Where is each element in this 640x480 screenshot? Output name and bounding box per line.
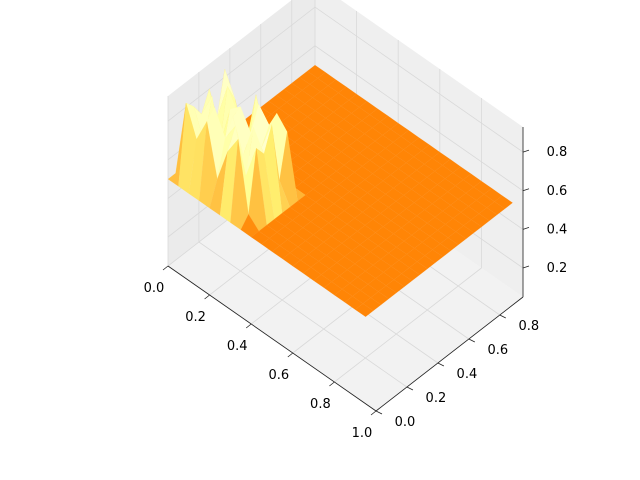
z-tick-mark	[522, 227, 530, 230]
x-gridline	[334, 98, 482, 383]
z-tick-mark	[522, 188, 530, 192]
x-axis-line	[167, 265, 377, 412]
surface-cell	[355, 303, 374, 317]
x-tick-mark	[204, 294, 210, 300]
z-gridline	[167, 6, 524, 153]
y-axis-line	[375, 296, 524, 412]
x-tick-label: 0.0	[144, 281, 165, 296]
y-tick-mark	[499, 314, 506, 319]
y-tick-label: 0.8	[518, 319, 539, 334]
x-tick-mark	[370, 410, 377, 416]
x-tick-mark	[245, 323, 252, 329]
x-tick-label: 0.6	[268, 368, 289, 383]
x-tick-mark	[287, 352, 294, 358]
x-tick-label: 0.4	[227, 339, 248, 354]
z-tick-label: 0.8	[547, 145, 568, 160]
y-tick-mark	[468, 338, 476, 343]
z-axis: 0.2 0.4 0.6 0.8	[547, 145, 568, 276]
x-tick-label: 1.0	[352, 426, 373, 441]
y-tick-label: 0.6	[487, 343, 508, 358]
axis-lines	[162, 127, 530, 416]
y-tick-mark	[375, 410, 383, 415]
y-tick-label: 0.0	[395, 415, 416, 430]
y-tick-label: 0.2	[426, 391, 447, 406]
y-tick-mark	[406, 386, 414, 391]
z-tick-label: 0.6	[547, 184, 568, 199]
x-tick-label: 0.8	[310, 397, 331, 412]
z-tick-label: 0.4	[547, 222, 568, 237]
y-axis: 0.0 0.2 0.4 0.6 0.8	[395, 319, 539, 430]
x-tick-mark	[329, 381, 335, 387]
surface	[167, 65, 513, 317]
y-tick-mark	[437, 362, 445, 367]
z-tick-mark	[522, 149, 530, 153]
y-tick-label: 0.4	[457, 367, 478, 382]
z-tick-label: 0.2	[547, 261, 568, 276]
x-tick-label: 0.2	[185, 310, 206, 325]
x-tick-mark	[162, 265, 169, 271]
z-tick-mark	[522, 265, 530, 269]
x-axis: 0.0 0.2 0.4 0.6 0.8 1.0	[144, 281, 373, 441]
